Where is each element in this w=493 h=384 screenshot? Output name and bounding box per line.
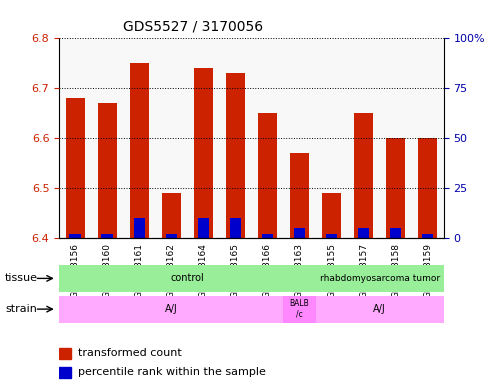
Bar [134, 218, 145, 238]
Bar [390, 228, 401, 238]
Bar [386, 138, 405, 238]
Bar [354, 113, 373, 238]
Bar [418, 138, 437, 238]
Bar [258, 113, 277, 238]
FancyBboxPatch shape [316, 265, 444, 292]
Bar [59, 367, 70, 378]
Bar [226, 73, 245, 238]
FancyBboxPatch shape [59, 265, 316, 292]
Text: GDS5527 / 3170056: GDS5527 / 3170056 [123, 19, 263, 33]
Bar [166, 234, 177, 238]
FancyBboxPatch shape [283, 296, 316, 323]
Bar [290, 153, 309, 238]
Text: BALB
/c: BALB /c [289, 300, 310, 319]
Bar [326, 234, 337, 238]
Text: tissue: tissue [5, 273, 38, 283]
Bar [422, 234, 433, 238]
Text: control: control [171, 273, 204, 283]
Bar [59, 348, 70, 359]
Bar [262, 234, 273, 238]
Bar [162, 193, 181, 238]
Text: A/J: A/J [165, 304, 177, 314]
FancyBboxPatch shape [316, 296, 444, 323]
FancyBboxPatch shape [59, 296, 283, 323]
Bar [294, 228, 305, 238]
Bar [66, 98, 85, 238]
Bar [198, 218, 209, 238]
Text: rhabdomyosarcoma tumor: rhabdomyosarcoma tumor [319, 274, 440, 283]
Bar [102, 234, 113, 238]
Bar [194, 68, 213, 238]
Bar [230, 218, 241, 238]
Bar [70, 234, 81, 238]
Bar [358, 228, 369, 238]
Bar [322, 193, 341, 238]
Bar [130, 63, 149, 238]
Text: strain: strain [5, 304, 37, 314]
Text: A/J: A/J [373, 304, 386, 314]
Bar [98, 103, 117, 238]
Text: percentile rank within the sample: percentile rank within the sample [78, 367, 266, 377]
Text: transformed count: transformed count [78, 348, 182, 358]
